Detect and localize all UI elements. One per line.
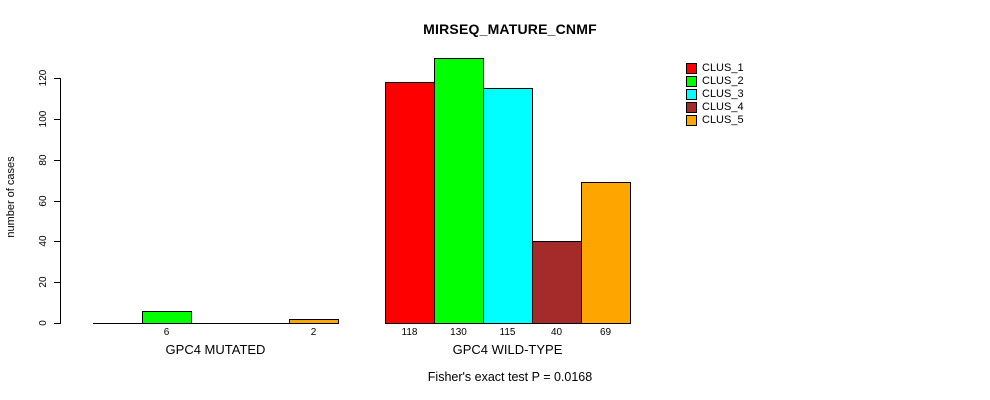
y-tick-mark bbox=[54, 282, 60, 283]
bar-clus_2-wildtype bbox=[434, 58, 484, 324]
legend-label: CLUS_3 bbox=[702, 88, 744, 100]
y-tick-label: 120 bbox=[38, 69, 49, 87]
y-tick-mark bbox=[54, 78, 60, 79]
bar-clus_1-wildtype bbox=[385, 82, 435, 324]
bar-clus_5-wildtype bbox=[581, 182, 631, 324]
y-tick-mark bbox=[54, 119, 60, 120]
annotation-pvalue: Fisher's exact test P = 0.0168 bbox=[427, 370, 593, 384]
chart-title: MIRSEQ_MATURE_CNMF bbox=[423, 21, 597, 37]
y-tick-label: 100 bbox=[38, 110, 49, 128]
x-group-label-mutated: GPC4 MUTATED bbox=[165, 342, 266, 357]
legend-label: CLUS_1 bbox=[702, 62, 744, 74]
legend: CLUS_1 CLUS_2 CLUS_3 CLUS_4 CLUS_5 bbox=[686, 62, 744, 127]
y-tick-label: 20 bbox=[38, 276, 49, 288]
bar-clus_2-mutated bbox=[142, 311, 192, 324]
bar-clus_5-mutated bbox=[289, 319, 339, 324]
legend-label: CLUS_2 bbox=[702, 75, 744, 87]
bar-clus_3-wildtype bbox=[483, 88, 533, 324]
y-tick-mark bbox=[54, 241, 60, 242]
bar-value-label: 40 bbox=[550, 327, 563, 338]
y-axis-label: number of cases bbox=[5, 156, 17, 238]
bar-value-label: 2 bbox=[310, 327, 317, 338]
legend-swatch-clus_4 bbox=[686, 102, 697, 113]
y-axis-line bbox=[60, 78, 61, 324]
bar-value-label: 6 bbox=[163, 327, 170, 338]
legend-swatch-clus_3 bbox=[686, 89, 697, 100]
group-baseline bbox=[93, 323, 339, 324]
legend-swatch-clus_5 bbox=[686, 115, 697, 126]
legend-label: CLUS_4 bbox=[702, 101, 744, 113]
bar-clus_4-wildtype bbox=[532, 241, 582, 324]
y-tick-label: 0 bbox=[38, 320, 49, 326]
y-tick-mark bbox=[54, 201, 60, 202]
legend-item: CLUS_4 bbox=[686, 101, 744, 114]
y-tick-label: 40 bbox=[38, 235, 49, 247]
bar-value-label: 118 bbox=[401, 327, 418, 338]
bar-value-label: 69 bbox=[599, 327, 612, 338]
legend-swatch-clus_2 bbox=[686, 76, 697, 87]
y-tick-label: 80 bbox=[38, 154, 49, 166]
legend-item: CLUS_3 bbox=[686, 88, 744, 101]
legend-swatch-clus_1 bbox=[686, 63, 697, 74]
y-tick-label: 60 bbox=[38, 195, 49, 207]
bar-value-label: 115 bbox=[499, 327, 516, 338]
legend-label: CLUS_5 bbox=[702, 114, 744, 126]
legend-item: CLUS_5 bbox=[686, 114, 744, 127]
legend-item: CLUS_2 bbox=[686, 75, 744, 88]
y-tick-mark bbox=[54, 160, 60, 161]
x-group-label-wildtype: GPC4 WILD-TYPE bbox=[452, 342, 563, 357]
y-tick-mark bbox=[54, 323, 60, 324]
bar-value-label: 130 bbox=[450, 327, 467, 338]
legend-item: CLUS_1 bbox=[686, 62, 744, 75]
